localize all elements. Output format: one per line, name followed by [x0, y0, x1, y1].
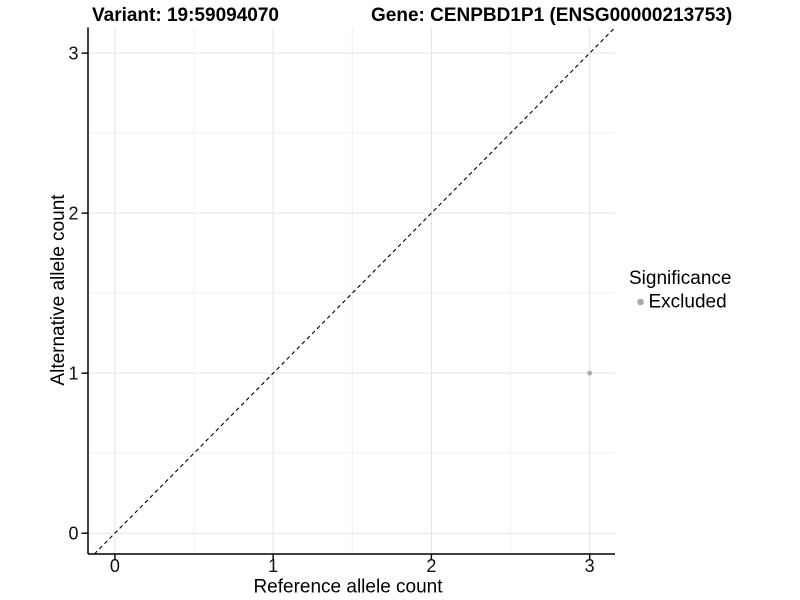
legend-marker: [637, 298, 644, 306]
axis-lines: [87, 27, 615, 555]
x-tick-label: 0: [110, 556, 120, 576]
x-tick-label: 3: [585, 556, 595, 576]
x-tick-label: 1: [268, 556, 278, 576]
y-tick-label: 1: [68, 364, 78, 384]
gridlines-minor: [88, 27, 615, 554]
legend-item-label: Excluded: [649, 292, 727, 313]
data-point: [587, 370, 593, 376]
x-tick-label: 2: [426, 556, 436, 576]
plot-title-gene: Gene: CENPBD1P1 (ENSG00000213753): [371, 5, 732, 26]
data-points: [587, 370, 593, 376]
gridlines-major: [88, 27, 615, 554]
identity-line: [93, 27, 616, 555]
y-tick-label: 3: [68, 44, 78, 64]
legend-title: Significance: [629, 268, 731, 289]
x-axis-title: Reference allele count: [253, 577, 443, 598]
legend-items: Excluded: [637, 292, 727, 313]
y-tick-label: 2: [68, 204, 78, 224]
x-axis-ticks: 0 1 2 3: [110, 554, 595, 576]
y-axis-title: Alternative allele count: [48, 194, 69, 386]
plot-title-variant: Variant: 19:59094070: [92, 5, 279, 26]
y-tick-label: 0: [68, 524, 78, 544]
y-axis-ticks: 0 1 2 3: [68, 44, 88, 544]
legend: Significance Excluded: [629, 268, 731, 313]
